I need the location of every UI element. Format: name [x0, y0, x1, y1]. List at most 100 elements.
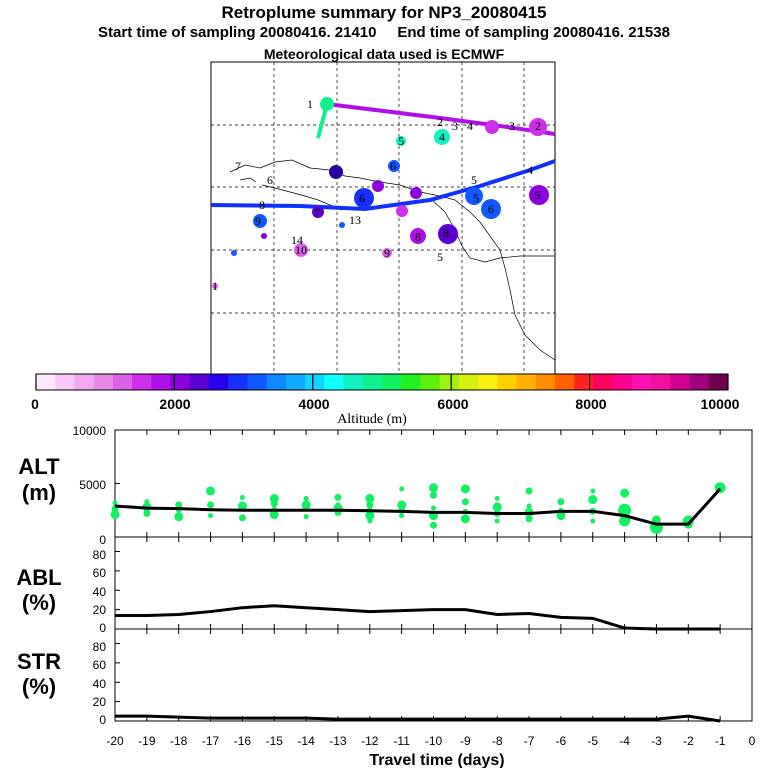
map-label: 3 [509, 119, 515, 133]
map-label: 9 [255, 214, 261, 228]
map-label: 2 [437, 115, 443, 129]
map-label: 5 [473, 191, 479, 205]
x-tick-label: -15 [266, 734, 284, 748]
colorbar-swatch [343, 374, 364, 390]
colorbar-swatch [228, 374, 248, 390]
alt-dot [144, 499, 150, 505]
alt-ytick-10000: 10000 [73, 424, 107, 438]
map-label: 4 [439, 130, 445, 144]
str-ytick-0: 0 [99, 713, 106, 727]
str-ytick-80: 80 [93, 640, 107, 654]
colorbar-swatch [247, 374, 268, 390]
x-tick-label: -16 [234, 734, 252, 748]
altitude-colorbar [35, 373, 729, 391]
x-tick-label: -17 [202, 734, 220, 748]
colorbar-tick-2000: 2000 [159, 396, 190, 412]
map-circle [410, 187, 422, 199]
colorbar-swatch [497, 374, 518, 390]
alt-dot [303, 495, 309, 501]
alt-dot [618, 503, 632, 517]
alt-mean-line [114, 487, 722, 526]
alt-dot [557, 498, 565, 506]
colorbar-tick-6000: 6000 [437, 396, 468, 412]
x-tick-label: -10 [425, 734, 443, 748]
alt-label: ALT [18, 454, 60, 479]
colorbar-tick-8000: 8000 [575, 396, 606, 412]
colorbar-swatch [266, 374, 287, 390]
alt-dot [525, 515, 533, 523]
map-label: 5 [534, 188, 540, 202]
map-circle [329, 165, 343, 179]
str-ytick-20: 20 [93, 695, 107, 709]
abl-ytick-60: 60 [93, 566, 107, 580]
x-axis-label: Travel time (days) [369, 752, 504, 768]
map-circle [253, 214, 267, 228]
colorbar-swatch [324, 374, 345, 390]
alt-ytick-5000: 5000 [79, 478, 106, 492]
map-circle [410, 228, 426, 244]
met-data-note: Meteorological data used is ECMWF [263, 46, 505, 62]
map-label: 10 [295, 243, 307, 257]
x-tick-label: -3 [651, 734, 662, 748]
alt-dot [208, 513, 214, 519]
map-circle [372, 180, 384, 192]
colorbar-swatch [708, 374, 729, 390]
x-tick-label: -13 [329, 734, 347, 748]
x-tick-label: -4 [619, 734, 630, 748]
map-circle [312, 206, 324, 218]
alt-dot [110, 510, 120, 520]
colorbar-swatch [420, 374, 441, 390]
alt-dot [431, 505, 436, 511]
alt-dot [492, 502, 502, 512]
map-circles [212, 97, 549, 289]
colorbar-swatch [285, 374, 306, 390]
alt-dot [494, 495, 500, 501]
alt-dot [335, 502, 341, 508]
colorbar-swatch [555, 374, 575, 390]
map-circle [320, 97, 334, 111]
map-circle [529, 185, 549, 205]
alt-dot [175, 501, 183, 509]
alt-dot [301, 500, 311, 510]
x-tick-label: -7 [524, 734, 535, 748]
colorbar-swatch [651, 374, 671, 390]
alt-dot [526, 503, 532, 509]
alt-dot [238, 514, 246, 522]
abl-line [115, 604, 721, 631]
alt-dot [366, 501, 374, 509]
x-tick-label: -14 [297, 734, 315, 748]
alt-dot [588, 495, 598, 505]
colorbar-swatch [535, 374, 556, 390]
alt-dot [461, 498, 469, 506]
map-label: 4 [467, 119, 473, 133]
colorbar-swatch [170, 374, 191, 390]
time-series-panels [110, 429, 753, 723]
map-circle [529, 118, 547, 136]
alt-dot [494, 518, 500, 524]
map-label: 5 [398, 134, 404, 148]
map-graticule [211, 62, 555, 376]
map-circle [396, 136, 406, 146]
colorbar-swatch [112, 374, 133, 390]
alt-dot [399, 513, 405, 519]
alt-dot [430, 521, 437, 529]
str-panel-frame [114, 628, 753, 722]
colorbar-swatch [74, 374, 95, 390]
alt-dot [269, 510, 279, 520]
map-circle [354, 188, 374, 208]
trajectory-blue [210, 159, 556, 212]
alt-dot [365, 493, 375, 503]
colorbar-swatch [458, 374, 479, 390]
colorbar-swatch [93, 374, 114, 390]
alt-dot [269, 493, 279, 503]
map-circle [388, 160, 400, 172]
str-unit: (%) [22, 674, 56, 699]
colorbar-swatch [439, 374, 460, 390]
map-label: 14 [291, 233, 303, 247]
alt-unit: (m) [22, 480, 56, 505]
str-line [115, 714, 721, 723]
alt-dot [206, 486, 216, 496]
colorbar-swatch [362, 374, 383, 390]
map-label: 6 [488, 202, 494, 216]
alt-dot [334, 493, 342, 501]
